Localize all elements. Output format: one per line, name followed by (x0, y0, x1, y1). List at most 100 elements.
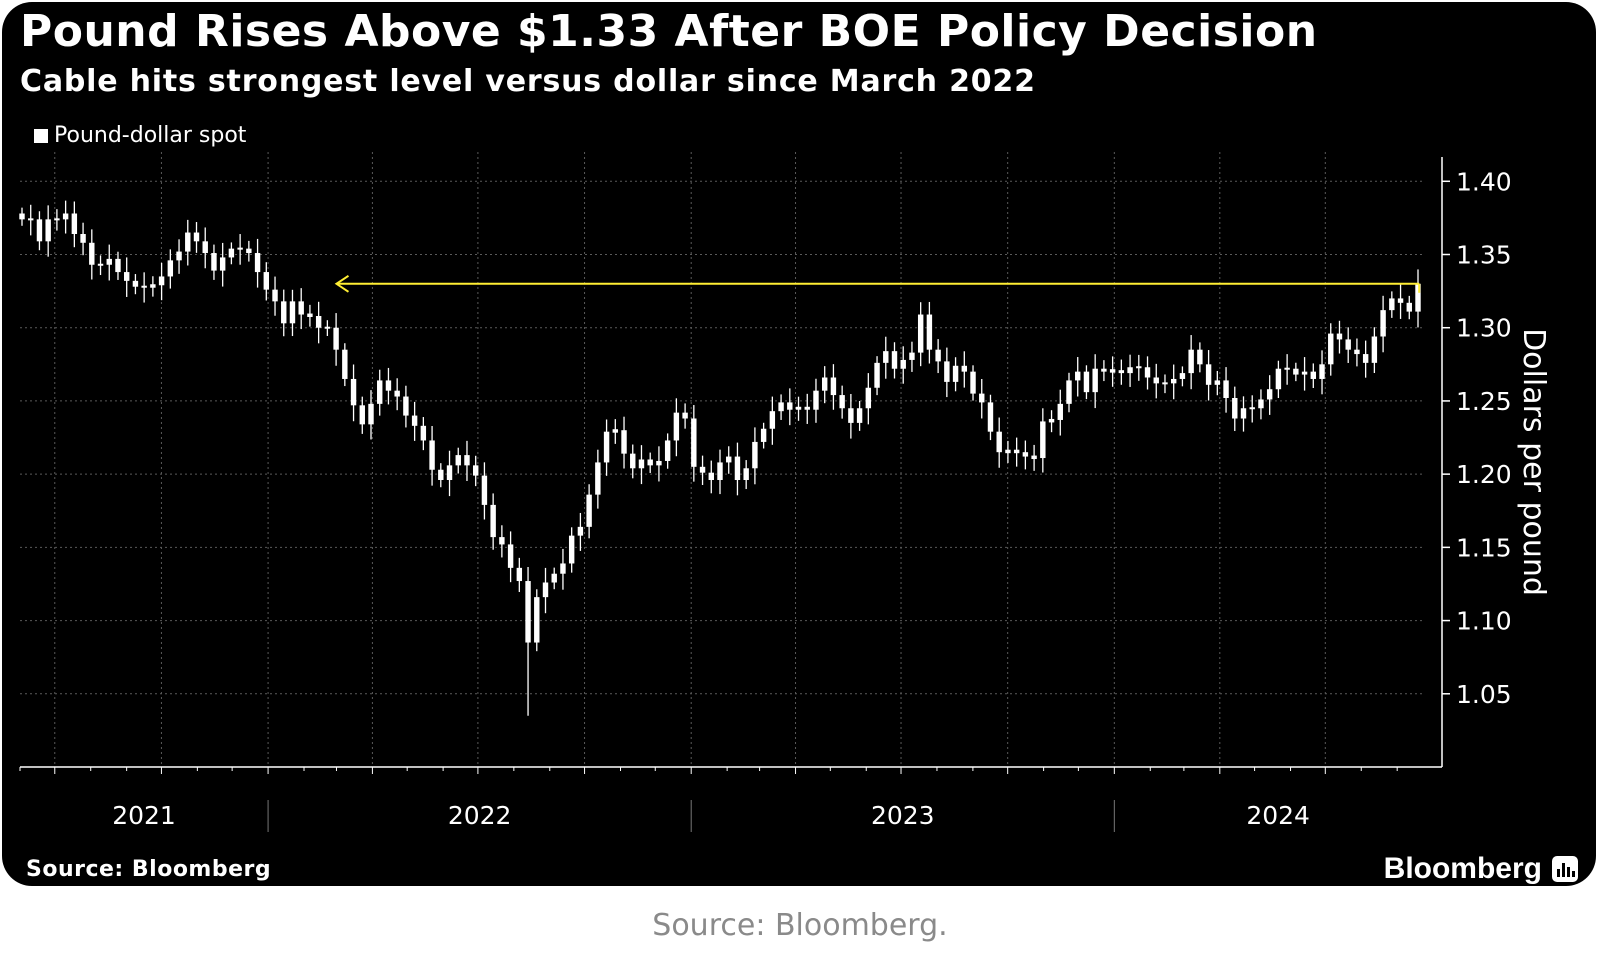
candle-body (647, 459, 653, 466)
candle-body (1101, 368, 1107, 372)
y-tick-label: 1.30 (1456, 314, 1512, 343)
candle-body (979, 393, 985, 403)
candle-body (429, 440, 435, 470)
candle-body (211, 253, 217, 271)
candle-body (603, 431, 610, 463)
candle-body (1328, 333, 1334, 365)
candle-body (891, 351, 898, 369)
candle-body (403, 396, 409, 416)
candle-body (577, 526, 584, 536)
candle-body (185, 232, 191, 252)
candle-body (438, 469, 444, 480)
candle-body (1301, 371, 1308, 375)
candle-body (996, 431, 1002, 453)
candle-body (673, 412, 680, 441)
candle-body (1223, 380, 1229, 398)
legend-swatch (34, 128, 48, 143)
legend: Pound-dollar spot (34, 123, 246, 148)
candle-body (760, 428, 767, 442)
y-tick-label: 1.15 (1456, 533, 1512, 562)
candle-body (821, 377, 828, 391)
candle-body (1162, 382, 1168, 385)
candle-body (743, 468, 749, 480)
candle-body (115, 258, 121, 273)
candle-body (708, 472, 714, 480)
candle-body (595, 462, 601, 495)
candle-body (472, 465, 479, 476)
candle-body (1354, 349, 1360, 355)
candle-body (62, 213, 69, 220)
bloomberg-logo: Bloomberg (1384, 852, 1578, 886)
candle-body (455, 455, 461, 466)
annotation-layer (334, 274, 1421, 293)
candle-body (1293, 368, 1299, 375)
candle-body (228, 248, 235, 258)
candle-body (856, 408, 863, 423)
reference-arrow-head (334, 274, 350, 293)
candle-body (970, 371, 976, 394)
candle-body (1118, 370, 1125, 374)
y-tick-label: 1.20 (1456, 460, 1512, 489)
candle-body (1170, 378, 1177, 384)
candle-body (1266, 389, 1273, 400)
candle-body (167, 260, 174, 277)
candle-body (89, 242, 95, 265)
candle-body (1336, 333, 1343, 340)
candle-body (377, 380, 383, 404)
candle-body (699, 466, 706, 473)
candle-body (1153, 377, 1159, 384)
candle-body (987, 402, 994, 432)
candle-body (656, 460, 662, 466)
grid-layer (20, 152, 1425, 767)
candle-body (1284, 367, 1290, 370)
candle-body (193, 232, 200, 242)
year-label: 2021 (112, 801, 176, 830)
candle-body (726, 456, 732, 463)
candle-body (158, 276, 165, 286)
candle-body (1048, 418, 1055, 423)
candle-body (1319, 364, 1325, 379)
candle-body (1214, 380, 1221, 385)
candle-body (333, 327, 339, 350)
candle-body (734, 456, 741, 480)
candle-body (490, 504, 496, 538)
candle-body (1031, 455, 1037, 460)
candle-body (1013, 449, 1020, 454)
candle-body (1397, 298, 1404, 303)
candle-body (1136, 366, 1142, 369)
y-tick-label: 1.40 (1456, 167, 1512, 196)
candle-body (1040, 421, 1046, 459)
candle-body (281, 301, 287, 324)
candle-body (1380, 310, 1386, 337)
candle-body (542, 582, 549, 598)
candle-body (909, 352, 915, 360)
candle-body (464, 455, 470, 466)
candle-body (568, 535, 575, 564)
candle-body (411, 415, 418, 426)
candle-body (952, 365, 959, 382)
candle-body (795, 406, 802, 410)
candle-body (551, 573, 557, 583)
year-label: 2023 (871, 801, 935, 830)
legend-label: Pound-dollar spot (54, 123, 247, 148)
candle-body (717, 462, 723, 480)
candle-body (804, 406, 810, 410)
candle-body (359, 405, 365, 425)
candle-body (123, 272, 130, 281)
candle-body (132, 280, 139, 287)
candle-body (1371, 336, 1378, 363)
candle-body (219, 257, 226, 271)
candle-body (342, 349, 348, 379)
candle-body (28, 218, 34, 221)
source-note: Source: Bloomberg (26, 857, 272, 882)
candle-body (1197, 349, 1203, 365)
candle-body (36, 219, 43, 242)
candle-body (752, 441, 758, 469)
candle-body (638, 459, 645, 469)
candle-body (324, 326, 331, 329)
candle-body (246, 248, 252, 254)
y-tick-label: 1.10 (1456, 607, 1512, 636)
candle-body (307, 313, 313, 317)
candle-layer (19, 200, 1421, 716)
candle-body (1022, 452, 1029, 457)
